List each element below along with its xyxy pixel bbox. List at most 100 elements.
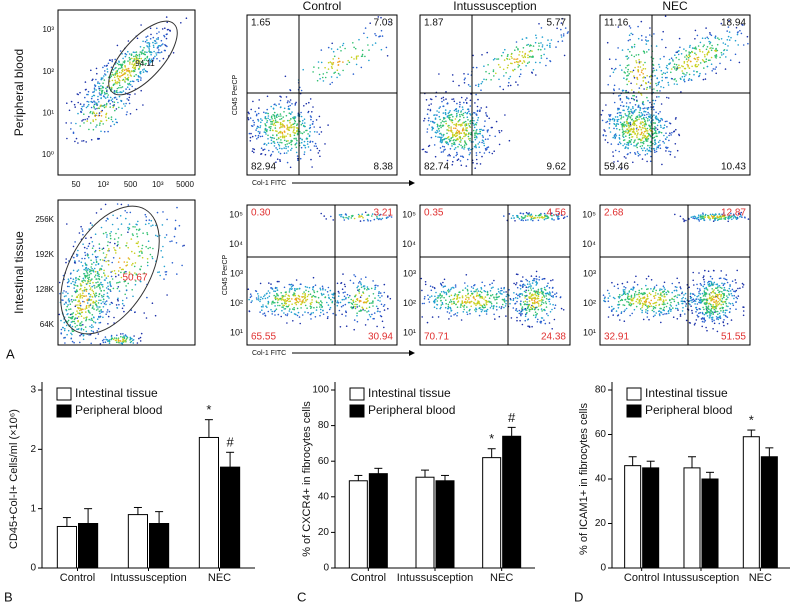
cell-dot [98,85,100,88]
cell-dot [94,337,97,340]
cell-dot [442,286,445,288]
cell-dot [524,315,527,318]
cell-dot [296,123,299,125]
cell-dot [295,101,297,104]
cell-dot [366,289,368,291]
cell-dot [668,122,671,124]
cell-dot [642,64,645,66]
cell-dot [660,103,663,105]
cell-dot [86,100,88,103]
cell-dot [543,277,546,280]
cell-dot [358,292,361,294]
cell-dot [342,291,345,294]
cell-dot [288,295,291,297]
cell-dot [614,67,617,70]
cell-dot [122,336,124,339]
cell-dot [618,141,621,143]
cell-dot [306,295,309,298]
cell-dot [656,135,658,138]
cell-dot [481,139,484,141]
cell-dot [450,309,453,312]
cell-dot [331,63,334,66]
cell-dot [291,303,293,306]
cell-dot [475,310,477,313]
cell-dot [633,91,635,93]
cell-dot [610,143,613,145]
cell-dot [456,295,459,298]
cell-dot [156,32,158,35]
cell-dot [117,261,120,263]
cell-dot [626,117,629,119]
cell-dot [152,36,155,39]
cell-dot [438,111,440,113]
cell-dot [460,304,462,307]
cell-dot [276,294,279,296]
cell-dot [295,138,297,140]
cell-dot [109,241,111,244]
cell-dot [301,314,304,316]
cell-dot [111,59,113,61]
cell-dot [612,136,614,139]
cell-dot [167,28,169,31]
cell-dot [84,257,86,260]
cell-dot [462,108,464,111]
cell-dot [142,52,145,55]
cell-dot [462,289,464,292]
cell-dot [257,295,260,297]
cell-dot [126,98,128,100]
cell-dot [528,308,531,311]
cell-dot [87,274,89,277]
cell-dot [316,79,319,82]
cell-dot [448,111,451,114]
cell-dot [105,303,107,306]
cell-dot [488,72,491,75]
cell-dot [313,145,316,147]
cell-dot [525,278,527,281]
cell-dot [646,132,649,134]
cell-dot [446,311,449,313]
cell-dot [88,276,91,279]
cell-dot [618,128,621,131]
cell-dot [661,119,664,121]
cell-dot [81,265,84,267]
cell-dot [364,309,366,312]
cell-dot [286,314,289,317]
cell-dot [477,116,480,119]
cell-dot [139,76,141,78]
cell-dot [332,58,335,60]
cell-dot [287,133,289,135]
cell-dot [105,287,108,289]
cell-dot [108,310,111,313]
cell-dot [102,316,104,319]
cell-dot [147,46,149,48]
cell-dot [68,300,70,303]
cell-dot [360,286,363,289]
cell-dot [639,107,641,109]
cell-dot [460,144,462,147]
cell-dot [279,106,282,109]
cell-dot [283,135,286,138]
cell-dot [77,294,80,296]
cell-dot [322,293,325,296]
cell-dot [531,56,534,58]
cell-dot [475,146,477,149]
cell-dot [98,249,101,252]
cell-dot [436,307,438,310]
cell-dot [636,146,638,149]
cell-dot [459,123,461,126]
cell-dot [327,61,330,64]
cell-dot [443,149,445,151]
cell-dot [97,255,99,258]
cell-dot [276,113,279,116]
cell-dot [105,113,107,116]
cell-dot [636,136,638,139]
cell-dot [273,140,275,143]
cell-dot [254,110,257,113]
cell-dot [267,115,270,117]
cell-dot [670,134,672,136]
cell-dot [619,112,622,114]
cell-dot [95,103,98,106]
cell-dot [79,334,81,337]
cell-dot [546,44,548,47]
cell-dot [358,216,360,218]
